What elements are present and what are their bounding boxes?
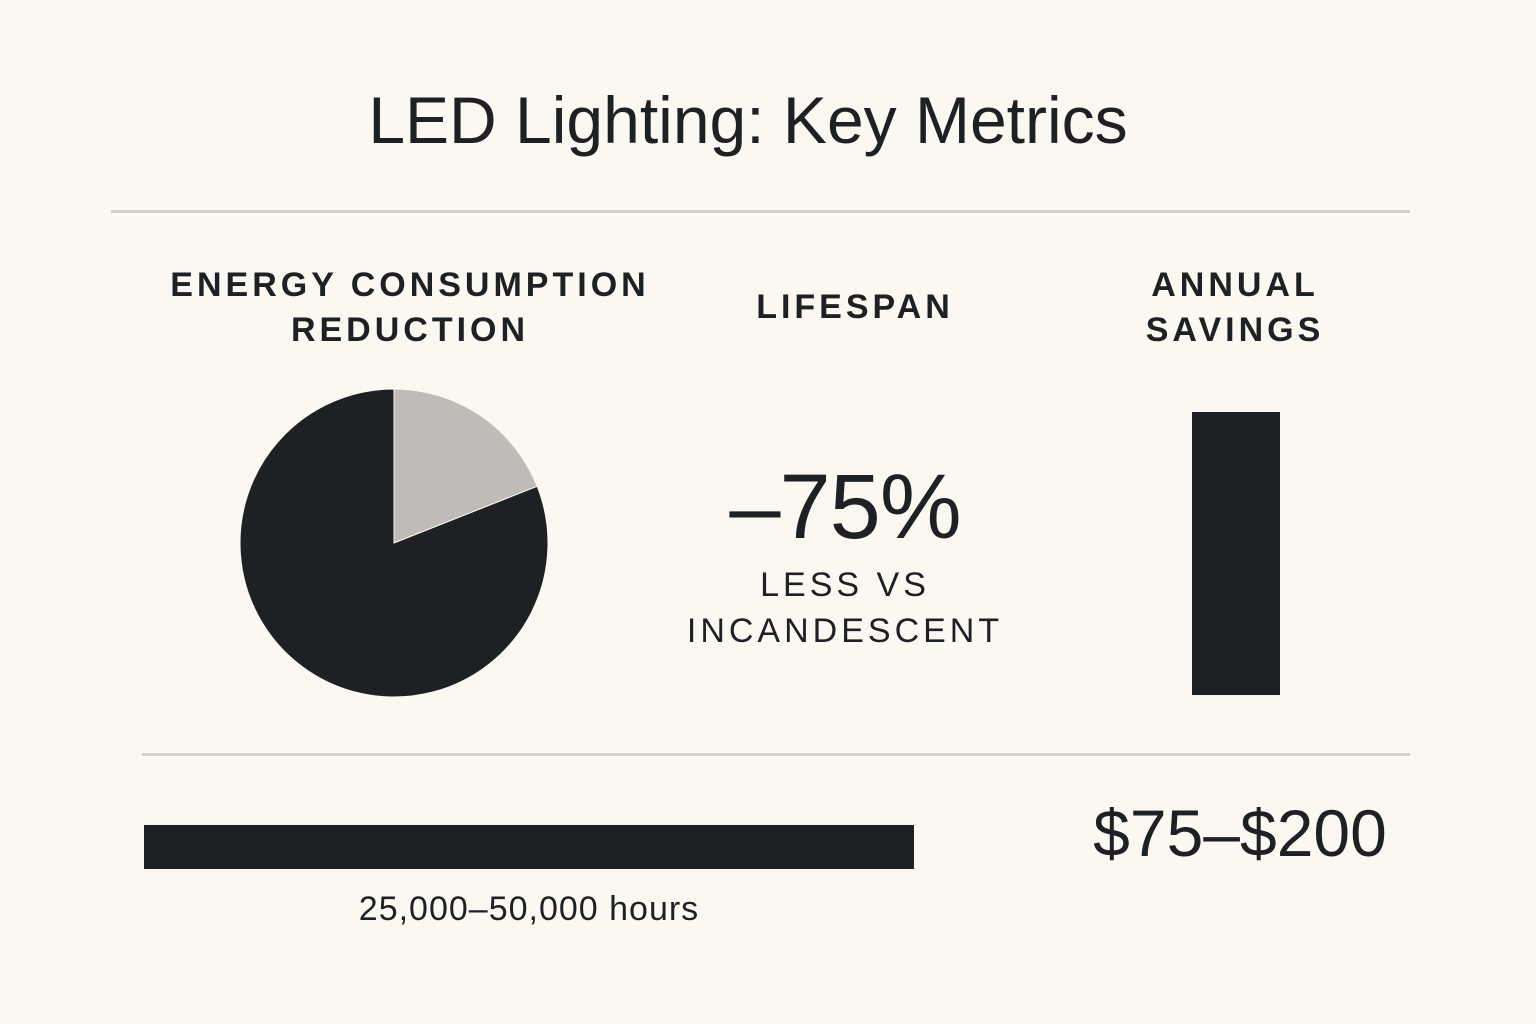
lifespan-bar-label: 25,000–50,000 hours [358, 890, 700, 928]
annual-savings-heading: ANNUAL SAVINGS [1110, 263, 1360, 353]
annual-savings-value: $75–$200 [1093, 796, 1387, 870]
reduction-caption: LESS VS INCANDESCENT [660, 562, 1030, 654]
reduction-caption-line1: LESS VS [760, 566, 930, 604]
annual-savings-bar [1192, 412, 1280, 695]
energy-heading-line1: ENERGY CONSUMPTION [170, 266, 650, 304]
annual-heading-line1: ANNUAL [1151, 266, 1319, 304]
lifespan-heading: LIFESPAN [756, 288, 954, 326]
reduction-caption-line2: INCANDESCENT [686, 612, 1004, 650]
energy-heading-line2: REDUCTION [290, 311, 530, 349]
energy-pie-chart [239, 388, 549, 698]
middle-divider [142, 753, 1410, 756]
page-title: LED Lighting: Key Metrics [368, 83, 1128, 157]
pie-slice-1 [239, 388, 549, 698]
reduction-value: –75% [729, 456, 961, 558]
energy-heading: ENERGY CONSUMPTION REDUCTION [160, 263, 660, 353]
pie-slice-0 [393, 388, 538, 544]
annual-heading-line2: SAVINGS [1145, 311, 1325, 349]
lifespan-bar [144, 825, 914, 869]
top-divider [111, 210, 1410, 213]
